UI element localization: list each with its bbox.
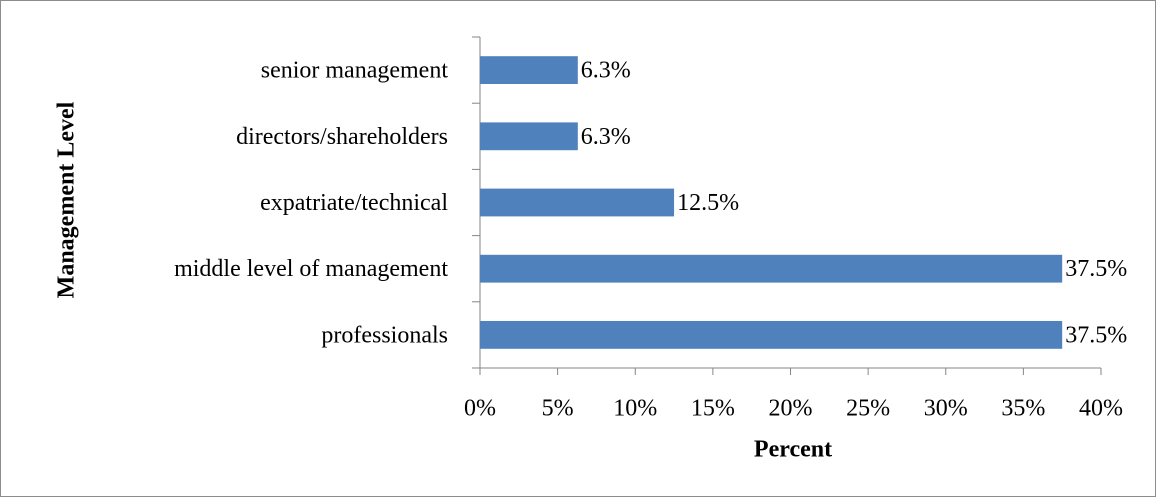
bar [480, 320, 1063, 349]
x-tick-label: 0% [464, 396, 496, 422]
y-tick-label: senior management [261, 58, 449, 84]
bar [480, 254, 1063, 283]
x-tick-label: 15% [691, 396, 735, 422]
bar [480, 56, 578, 85]
x-tick-label: 35% [1001, 396, 1045, 422]
x-tick-label: 5% [542, 396, 574, 422]
x-tick-label: 20% [769, 396, 813, 422]
x-tick-label: 10% [613, 396, 657, 422]
x-axis-title: Percent [754, 437, 832, 463]
value-label: 37.5% [1065, 322, 1127, 348]
y-tick-label: professionals [321, 322, 448, 348]
bar [480, 188, 675, 217]
y-tick-label: directors/shareholders [236, 124, 448, 150]
value-label: 6.3% [581, 124, 631, 150]
value-label: 6.3% [581, 58, 631, 84]
y-tick-label: expatriate/technical [260, 190, 448, 216]
y-axis-title: Management Level [54, 101, 80, 298]
x-tick-label: 25% [846, 396, 890, 422]
x-tick-label: 40% [1079, 396, 1123, 422]
value-label: 37.5% [1065, 256, 1127, 282]
x-tick-label: 30% [924, 396, 968, 422]
value-label: 12.5% [677, 190, 739, 216]
y-tick-label: middle level of management [174, 256, 448, 282]
bar [480, 122, 578, 151]
